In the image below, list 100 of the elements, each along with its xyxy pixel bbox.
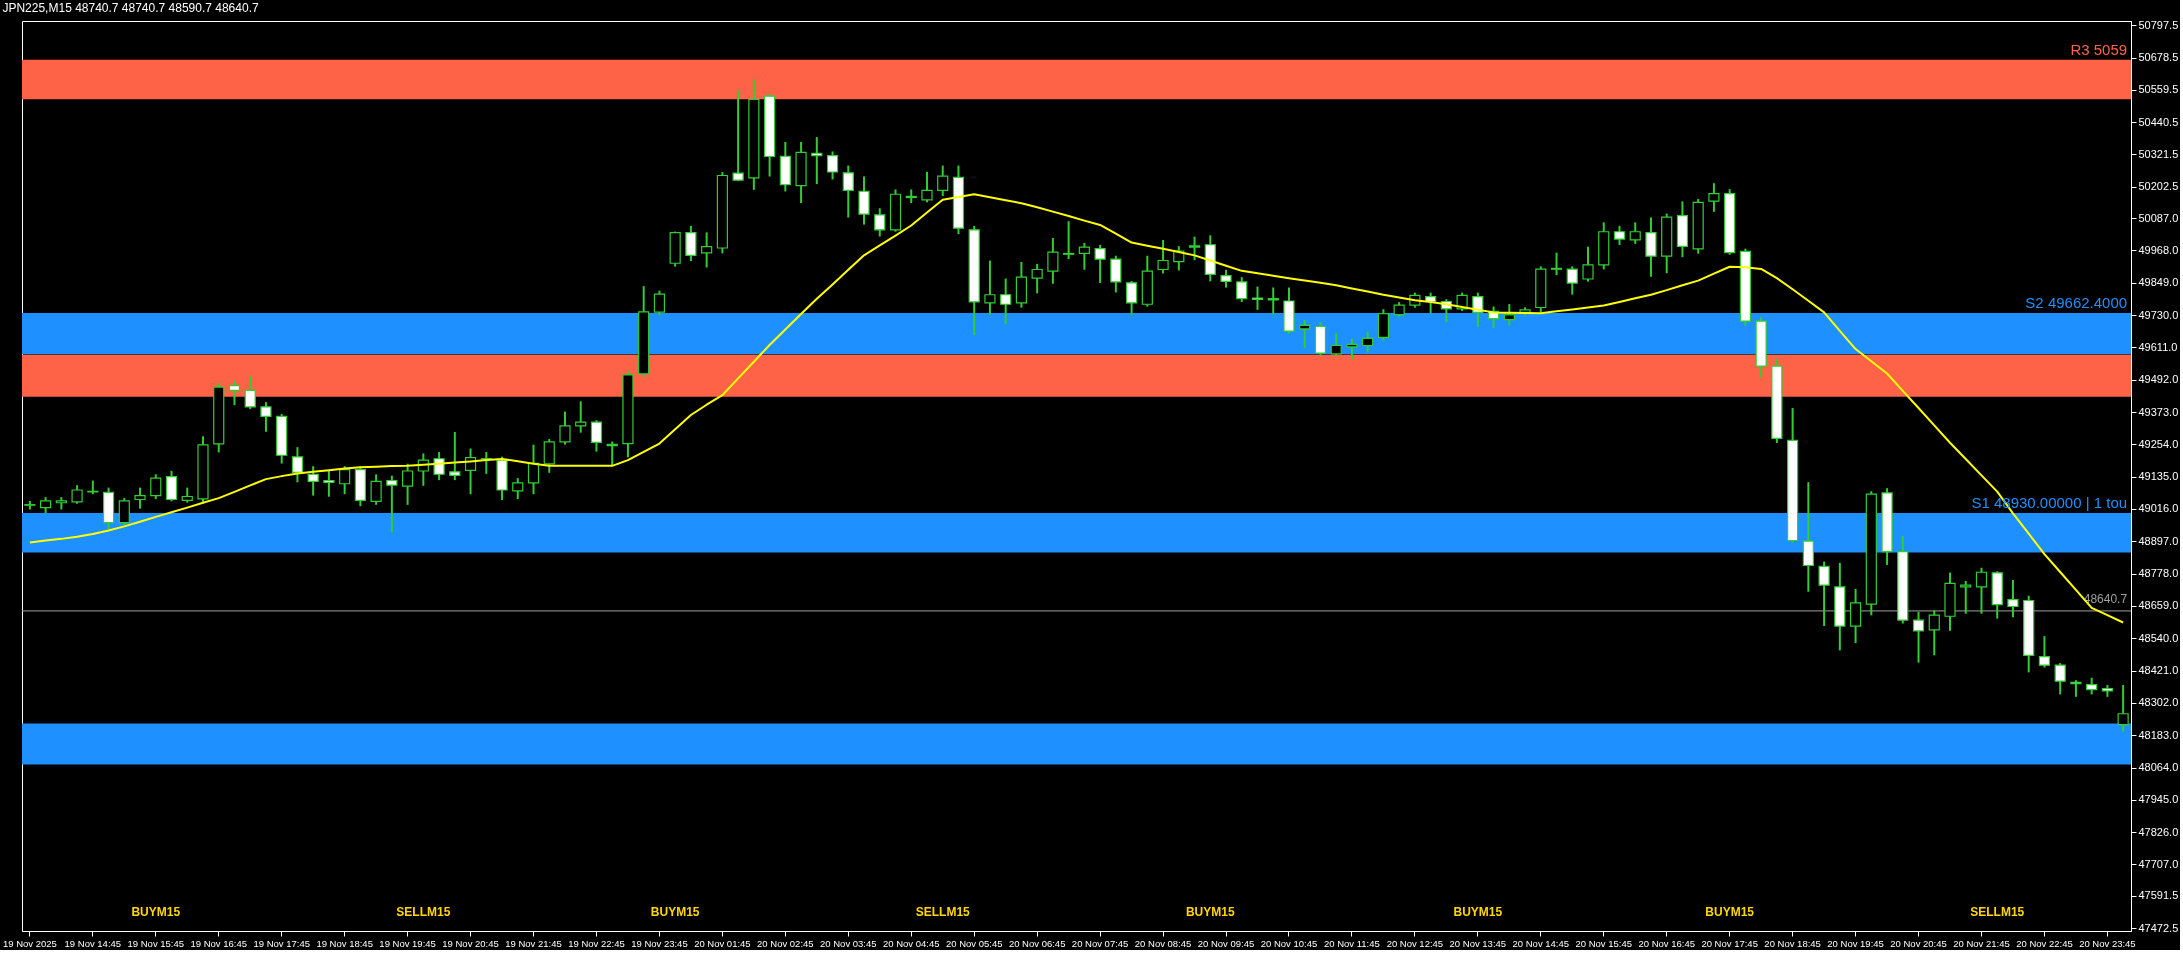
y-tick-label: 49730.0 [2138, 308, 2179, 321]
x-tick-label: 19 Nov 21:45 [505, 937, 562, 949]
x-tick-label: 20 Nov 10:45 [1260, 937, 1318, 949]
candlestick [1157, 239, 1169, 274]
annotation: BUYM15 [131, 905, 181, 919]
candlestick [1063, 221, 1075, 260]
y-tick-label: 48778.0 [2138, 567, 2179, 580]
x-tick-label: 20 Nov 21:45 [1953, 937, 2010, 949]
candlestick [1818, 561, 1830, 626]
y-tick-label: 50202.5 [2138, 180, 2179, 193]
candlestick [858, 176, 870, 225]
band-label: S2 49662.4000 [2025, 293, 2128, 311]
candlestick [323, 470, 335, 497]
y-tick-label: 48421.0 [2138, 664, 2179, 677]
candlestick [1110, 255, 1122, 293]
x-tick-label: 20 Nov 11:45 [1324, 937, 1380, 949]
candlestick [1000, 278, 1012, 325]
x-tick-label: 20 Nov 23:45 [2079, 937, 2136, 949]
y-tick-label: 48302.0 [2138, 696, 2179, 709]
candlestick [1849, 588, 1862, 644]
candlestick [1912, 611, 1925, 663]
candlestick [118, 497, 130, 526]
y-tick-label: 49016.0 [2138, 502, 2179, 515]
candlestick [339, 466, 351, 495]
candlestick [386, 475, 398, 533]
candlestick [559, 411, 571, 445]
x-tick-label: 20 Nov 06:45 [1008, 937, 1066, 949]
candlestick [937, 165, 949, 197]
x-tick-label: 20 Nov 03:45 [820, 937, 877, 949]
x-tick-label: 19 Nov 2025 [2, 937, 57, 949]
x-tick-label: 19 Nov 18:45 [316, 937, 373, 949]
candlestick [1346, 338, 1358, 360]
candlestick [653, 290, 666, 316]
y-tick-label: 50321.5 [2138, 147, 2179, 160]
y-tick-label: 49849.0 [2138, 276, 2179, 289]
candlestick [512, 478, 524, 500]
candlestick [842, 165, 854, 218]
candlestick [433, 452, 445, 481]
x-tick-label: 20 Nov 01:45 [694, 937, 751, 949]
candlestick [244, 376, 256, 409]
candlestick [1550, 252, 1563, 276]
candlestick [260, 402, 272, 432]
y-tick-label: 49611.0 [2138, 340, 2178, 353]
x-tick-label: 20 Nov 05:45 [945, 937, 1003, 949]
candlestick [1299, 319, 1311, 348]
x-tick-label: 20 Nov 14:45 [1512, 937, 1570, 949]
x-tick-label: 20 Nov 02:45 [757, 937, 814, 949]
y-tick-label: 50559.5 [2138, 83, 2179, 96]
candlestick [1078, 242, 1090, 270]
y-tick-label: 48064.0 [2138, 761, 2179, 774]
candlestick [1251, 286, 1264, 310]
chart-title: JPN225,M15 48740.7 48740.7 48590.7 48640.7 [2, 1, 259, 16]
candlestick [701, 232, 713, 268]
y-tick-label: 48183.0 [2138, 728, 2179, 741]
candlestick [1236, 277, 1248, 302]
candlestick [685, 225, 697, 261]
y-tick-label: 49968.0 [2138, 243, 2179, 256]
annotation: BUYM15 [1705, 905, 1755, 919]
x-tick-label: 20 Nov 13:45 [1449, 937, 1507, 949]
candlestick [1031, 263, 1043, 294]
y-tick-label: 48540.0 [2138, 631, 2179, 644]
band-label: R3 5059 [2070, 40, 2128, 58]
y-tick-label: 49492.0 [2138, 373, 2179, 386]
candlestick [1094, 244, 1106, 283]
y-tick-label: 50087.0 [2138, 211, 2179, 224]
y-tick-label: 47707.0 [2138, 857, 2179, 870]
candlestick [1629, 222, 1641, 244]
y-tick-label: 49135.0 [2138, 470, 2179, 483]
x-tick-label: 19 Nov 14:45 [64, 937, 122, 949]
candlestick [87, 480, 99, 495]
x-tick-label: 20 Nov 12:45 [1386, 937, 1444, 949]
candlestick [874, 208, 886, 237]
x-tick-label: 19 Nov 15:45 [127, 937, 185, 949]
y-tick-label: 47945.0 [2138, 793, 2179, 806]
y-tick-label: 48897.0 [2138, 534, 2179, 547]
candlestick [984, 260, 996, 315]
candlestick [1125, 280, 1138, 315]
candlestick [1188, 236, 1201, 261]
x-tick-label: 20 Nov 18:45 [1764, 937, 1821, 949]
candlestick [1708, 183, 1720, 212]
x-tick-label: 20 Nov 19:45 [1827, 937, 1884, 949]
y-tick-label: 50678.5 [2138, 51, 2179, 64]
x-tick-label: 19 Nov 16:45 [190, 937, 247, 949]
y-tick-label: 49254.0 [2138, 437, 2179, 450]
candlestick [590, 420, 603, 452]
y-tick-label: 47826.0 [2138, 825, 2179, 838]
y-tick-label: 48659.0 [2138, 599, 2179, 612]
candlestick [1503, 304, 1515, 326]
candlestick [370, 474, 382, 505]
candlestick [527, 444, 540, 495]
candlestick [228, 380, 241, 406]
candlestick [1267, 287, 1279, 315]
candlestick [1975, 567, 1988, 614]
candlestick [1582, 246, 1594, 282]
y-tick-label: 50440.5 [2138, 115, 2179, 128]
x-tick-label: 20 Nov 08:45 [1134, 937, 1192, 949]
candlestick [1330, 333, 1342, 357]
candlestick [134, 487, 146, 509]
candlestick [905, 189, 917, 204]
annotation: SELLM15 [396, 905, 451, 919]
